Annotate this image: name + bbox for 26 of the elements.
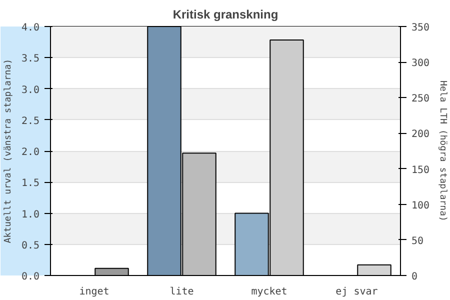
x-tick-label: ej svar — [336, 286, 378, 298]
bar — [357, 264, 392, 276]
y2-tick-label: 300 — [412, 58, 430, 70]
y2-tick-label: 100 — [412, 200, 430, 212]
y2-tick-label: 150 — [412, 164, 430, 176]
y2-axis-title: Hela LTH (högra staplarna) — [438, 80, 448, 222]
y2-tick-label: 50 — [412, 236, 424, 247]
y-tick-label: 4.0 — [21, 22, 40, 34]
y-tick-label: 2.5 — [21, 116, 40, 127]
x-tick-label: inget — [79, 286, 110, 298]
y-tick-label: 0.0 — [21, 272, 40, 282]
y2-tick-label: 200 — [412, 129, 430, 140]
y-tick-label: 0.5 — [21, 240, 40, 252]
y-tick-label: 2.0 — [21, 147, 40, 158]
y2-tick-label: 250 — [412, 94, 430, 105]
x-tick-label: lite — [170, 286, 194, 298]
y-axis-title: Aktuellt urval (vänstra staplarna) — [3, 58, 14, 244]
y-tick-label: 1.5 — [21, 178, 40, 190]
y2-tick-label: 350 — [412, 22, 430, 34]
bar — [94, 268, 129, 276]
y-tick-label: 3.5 — [21, 54, 40, 65]
chart-title: Kritisk granskning — [172, 8, 278, 22]
y-tick-label: 3.0 — [21, 84, 40, 96]
x-tick-label: mycket — [251, 286, 288, 298]
y-tick-label: 1.0 — [21, 209, 40, 220]
y2-tick-label: 0 — [412, 272, 418, 282]
